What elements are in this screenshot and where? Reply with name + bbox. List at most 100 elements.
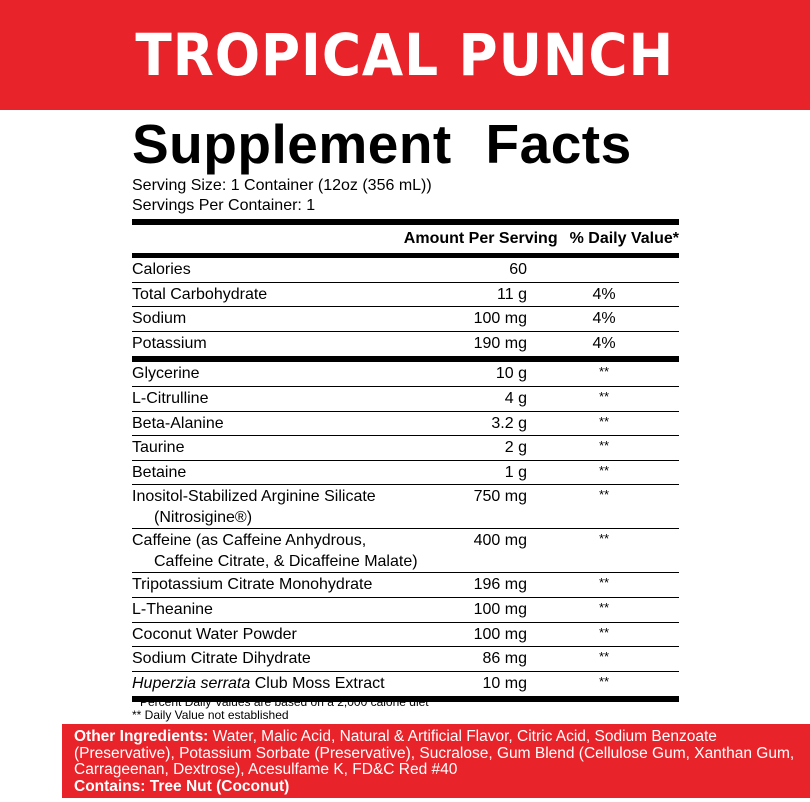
table-row: Total Carbohydrate 11 g 4%: [132, 283, 679, 308]
ingredient-name-text: Calories: [132, 261, 191, 278]
daily-value: **: [598, 649, 610, 665]
daily-value: 4%: [592, 334, 616, 352]
amount: 1 g: [504, 463, 527, 481]
table-row: L-Citrulline 4 g **: [132, 387, 679, 412]
flavor-banner: TROPICAL PUNCH: [0, 0, 810, 110]
daily-value: **: [598, 413, 610, 429]
serving-info: Serving Size: 1 Container (12oz (356 mL)…: [132, 176, 432, 216]
table-header: Amount Per Serving % Daily Value*: [132, 225, 679, 253]
divider: [132, 356, 679, 363]
daily-value: **: [598, 438, 610, 454]
ingredient-name-text: Betaine: [132, 463, 187, 481]
amount: 196 mg: [473, 576, 527, 594]
table-row: Calories 60: [132, 258, 679, 283]
serving-size: Serving Size: 1 Container (12oz (356 mL)…: [132, 177, 432, 194]
amount: 10 g: [495, 365, 527, 383]
daily-value: **: [598, 364, 610, 380]
amount: 11 g: [497, 285, 527, 303]
table-row: L-Theanine 100 mg **: [132, 598, 679, 623]
daily-value: **: [598, 487, 610, 503]
contains-text: Tree Nut (Coconut): [149, 777, 290, 795]
ingredient-name: Sodium Citrate Dihydrate: [132, 647, 419, 671]
ingredient-name-italic: Huperzia serrata: [132, 674, 251, 692]
amount: 190 mg: [473, 334, 527, 352]
other-ingredients-label: Other Ingredients:: [74, 728, 209, 745]
table-row: Glycerine 10 g **: [132, 362, 679, 387]
table-row: Caffeine (as Caffeine Anhydrous, Caffeine…: [132, 529, 679, 574]
ingredient-name: Sodium: [132, 307, 419, 331]
amount: 60: [509, 261, 527, 278]
ingredient-name: L-Citrulline: [132, 387, 419, 411]
table-row: Tripotassium Citrate Monohydrate 196 mg **: [132, 573, 679, 598]
daily-value: 4%: [592, 310, 616, 328]
other-ingredients: Other Ingredients: Water, Malic Acid, Na…: [74, 728, 810, 779]
divider: [132, 253, 679, 258]
table-row: Sodium Citrate Dihydrate 86 mg **: [132, 647, 679, 672]
ingredient-name: Calories: [132, 258, 419, 282]
allergen-statement: Contains: Tree Nut (Coconut): [74, 777, 810, 796]
ingredient-name-text: Club Moss Extract: [250, 674, 385, 692]
ingredient-name: Tripotassium Citrate Monohydrate: [132, 573, 419, 597]
amount: 86 mg: [482, 650, 527, 668]
nutrient-group: Calories 60 Total Carbohydrate 11 g 4% Sodium…: [132, 258, 679, 356]
table-row: Taurine 2 g **: [132, 436, 679, 461]
daily-value: 4%: [592, 285, 616, 303]
ingredient-name: Total Carbohydrate: [132, 283, 419, 307]
amount: 100 mg: [473, 600, 527, 618]
ingredient-name-text: Inositol-Stabilized Arginine Silicate: [132, 488, 376, 506]
table-row: Huperzia serrata Club Moss Extract 10 mg *…: [132, 672, 679, 697]
ingredient-name: Betaine: [132, 461, 419, 485]
table-row: Coconut Water Powder 100 mg **: [132, 623, 679, 648]
contains-label: Contains:: [74, 777, 146, 795]
footnote: * Percent Daily Values are based on a 2,…: [132, 695, 429, 709]
panel-title: Supplement Facts: [132, 113, 632, 175]
ingredient-name: Huperzia serrata Club Moss Extract: [132, 672, 419, 697]
daily-value: **: [598, 388, 610, 404]
ingredient-group: Glycerine 10 g ** L-Citrulline 4 g ** Beta-Ala…: [132, 362, 679, 696]
table-row: Betaine 1 g **: [132, 461, 679, 486]
ingredient-name: L-Theanine: [132, 598, 419, 622]
ingredient-name-text: Potassium: [132, 334, 207, 352]
amount: 10 mg: [482, 674, 527, 692]
ingredient-name: Glycerine: [132, 362, 419, 386]
table-row: Inositol-Stabilized Arginine Silicate (Ni…: [132, 485, 679, 530]
amount: 4 g: [504, 389, 527, 407]
ingredient-name-text: Beta-Alanine: [132, 414, 224, 432]
ingredient-name-text: Glycerine: [132, 365, 200, 383]
ingredient-name-text: Taurine: [132, 439, 185, 457]
daily-value: **: [598, 575, 610, 591]
daily-value: **: [598, 531, 610, 547]
ingredient-name-text: Caffeine (as Caffeine Anhydrous,: [132, 532, 367, 550]
table-row: Potassium 190 mg 4%: [132, 332, 679, 357]
divider: [132, 219, 679, 225]
daily-value: **: [598, 624, 610, 640]
ingredient-name-text: Total Carbohydrate: [132, 285, 268, 303]
daily-value: **: [598, 462, 610, 478]
other-ingredients-text: Water, Malic Acid, Natural & Artificial …: [74, 728, 795, 778]
flavor-name: TROPICAL PUNCH: [135, 21, 675, 89]
ingredient-name-line2: (Nitrosigine®): [154, 509, 253, 527]
footnotes: * Percent Daily Values are based on a 2,…: [132, 696, 429, 722]
ingredient-name-text: Coconut Water Powder: [132, 625, 297, 643]
footnote: ** Daily Value not established: [132, 708, 289, 722]
servings-per-container: Servings Per Container: 1: [132, 197, 316, 214]
ingredient-name: Inositol-Stabilized Arginine Silicate (Ni…: [132, 485, 419, 528]
ingredient-name-text: L-Citrulline: [132, 389, 209, 407]
divider: [132, 696, 679, 703]
ingredient-name: Taurine: [132, 436, 419, 460]
ingredient-name: Beta-Alanine: [132, 412, 419, 436]
daily-value: **: [598, 673, 610, 689]
table-row: Sodium 100 mg 4%: [132, 307, 679, 332]
amount: 3.2 g: [491, 414, 527, 432]
amount: 2 g: [504, 439, 527, 457]
ingredient-name: Caffeine (as Caffeine Anhydrous, Caffeine…: [132, 529, 419, 572]
other-ingredients-band: Other Ingredients: Water, Malic Acid, Na…: [62, 724, 810, 798]
table-row: Beta-Alanine 3.2 g **: [132, 412, 679, 437]
amount: 100 mg: [473, 310, 527, 328]
amount-header: Amount Per Serving: [403, 230, 558, 247]
amount: 750 mg: [473, 488, 527, 506]
dv-header: % Daily Value*: [569, 230, 679, 247]
ingredient-name-line2: Caffeine Citrate, & Dicaffeine Malate): [154, 553, 418, 571]
amount: 400 mg: [473, 532, 527, 550]
ingredient-name: Coconut Water Powder: [132, 623, 419, 647]
